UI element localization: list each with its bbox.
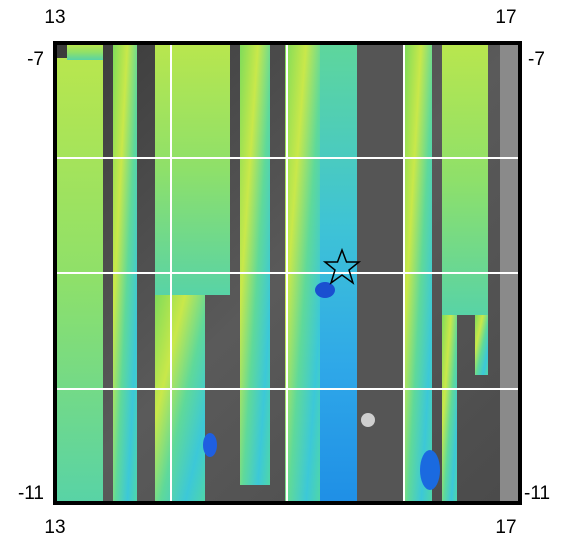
right-label: -7 [528, 49, 545, 70]
top-label: 13 [44, 7, 65, 28]
left-label: -7 [27, 49, 44, 70]
top-label: 17 [495, 7, 516, 28]
left-label: -11 [18, 483, 44, 504]
right-label: -11 [524, 483, 550, 504]
bottom-label: 17 [495, 517, 516, 538]
map-frame [53, 41, 522, 505]
grid [55, 43, 520, 503]
star-marker [322, 247, 362, 285]
bottom-label: 13 [44, 517, 65, 538]
